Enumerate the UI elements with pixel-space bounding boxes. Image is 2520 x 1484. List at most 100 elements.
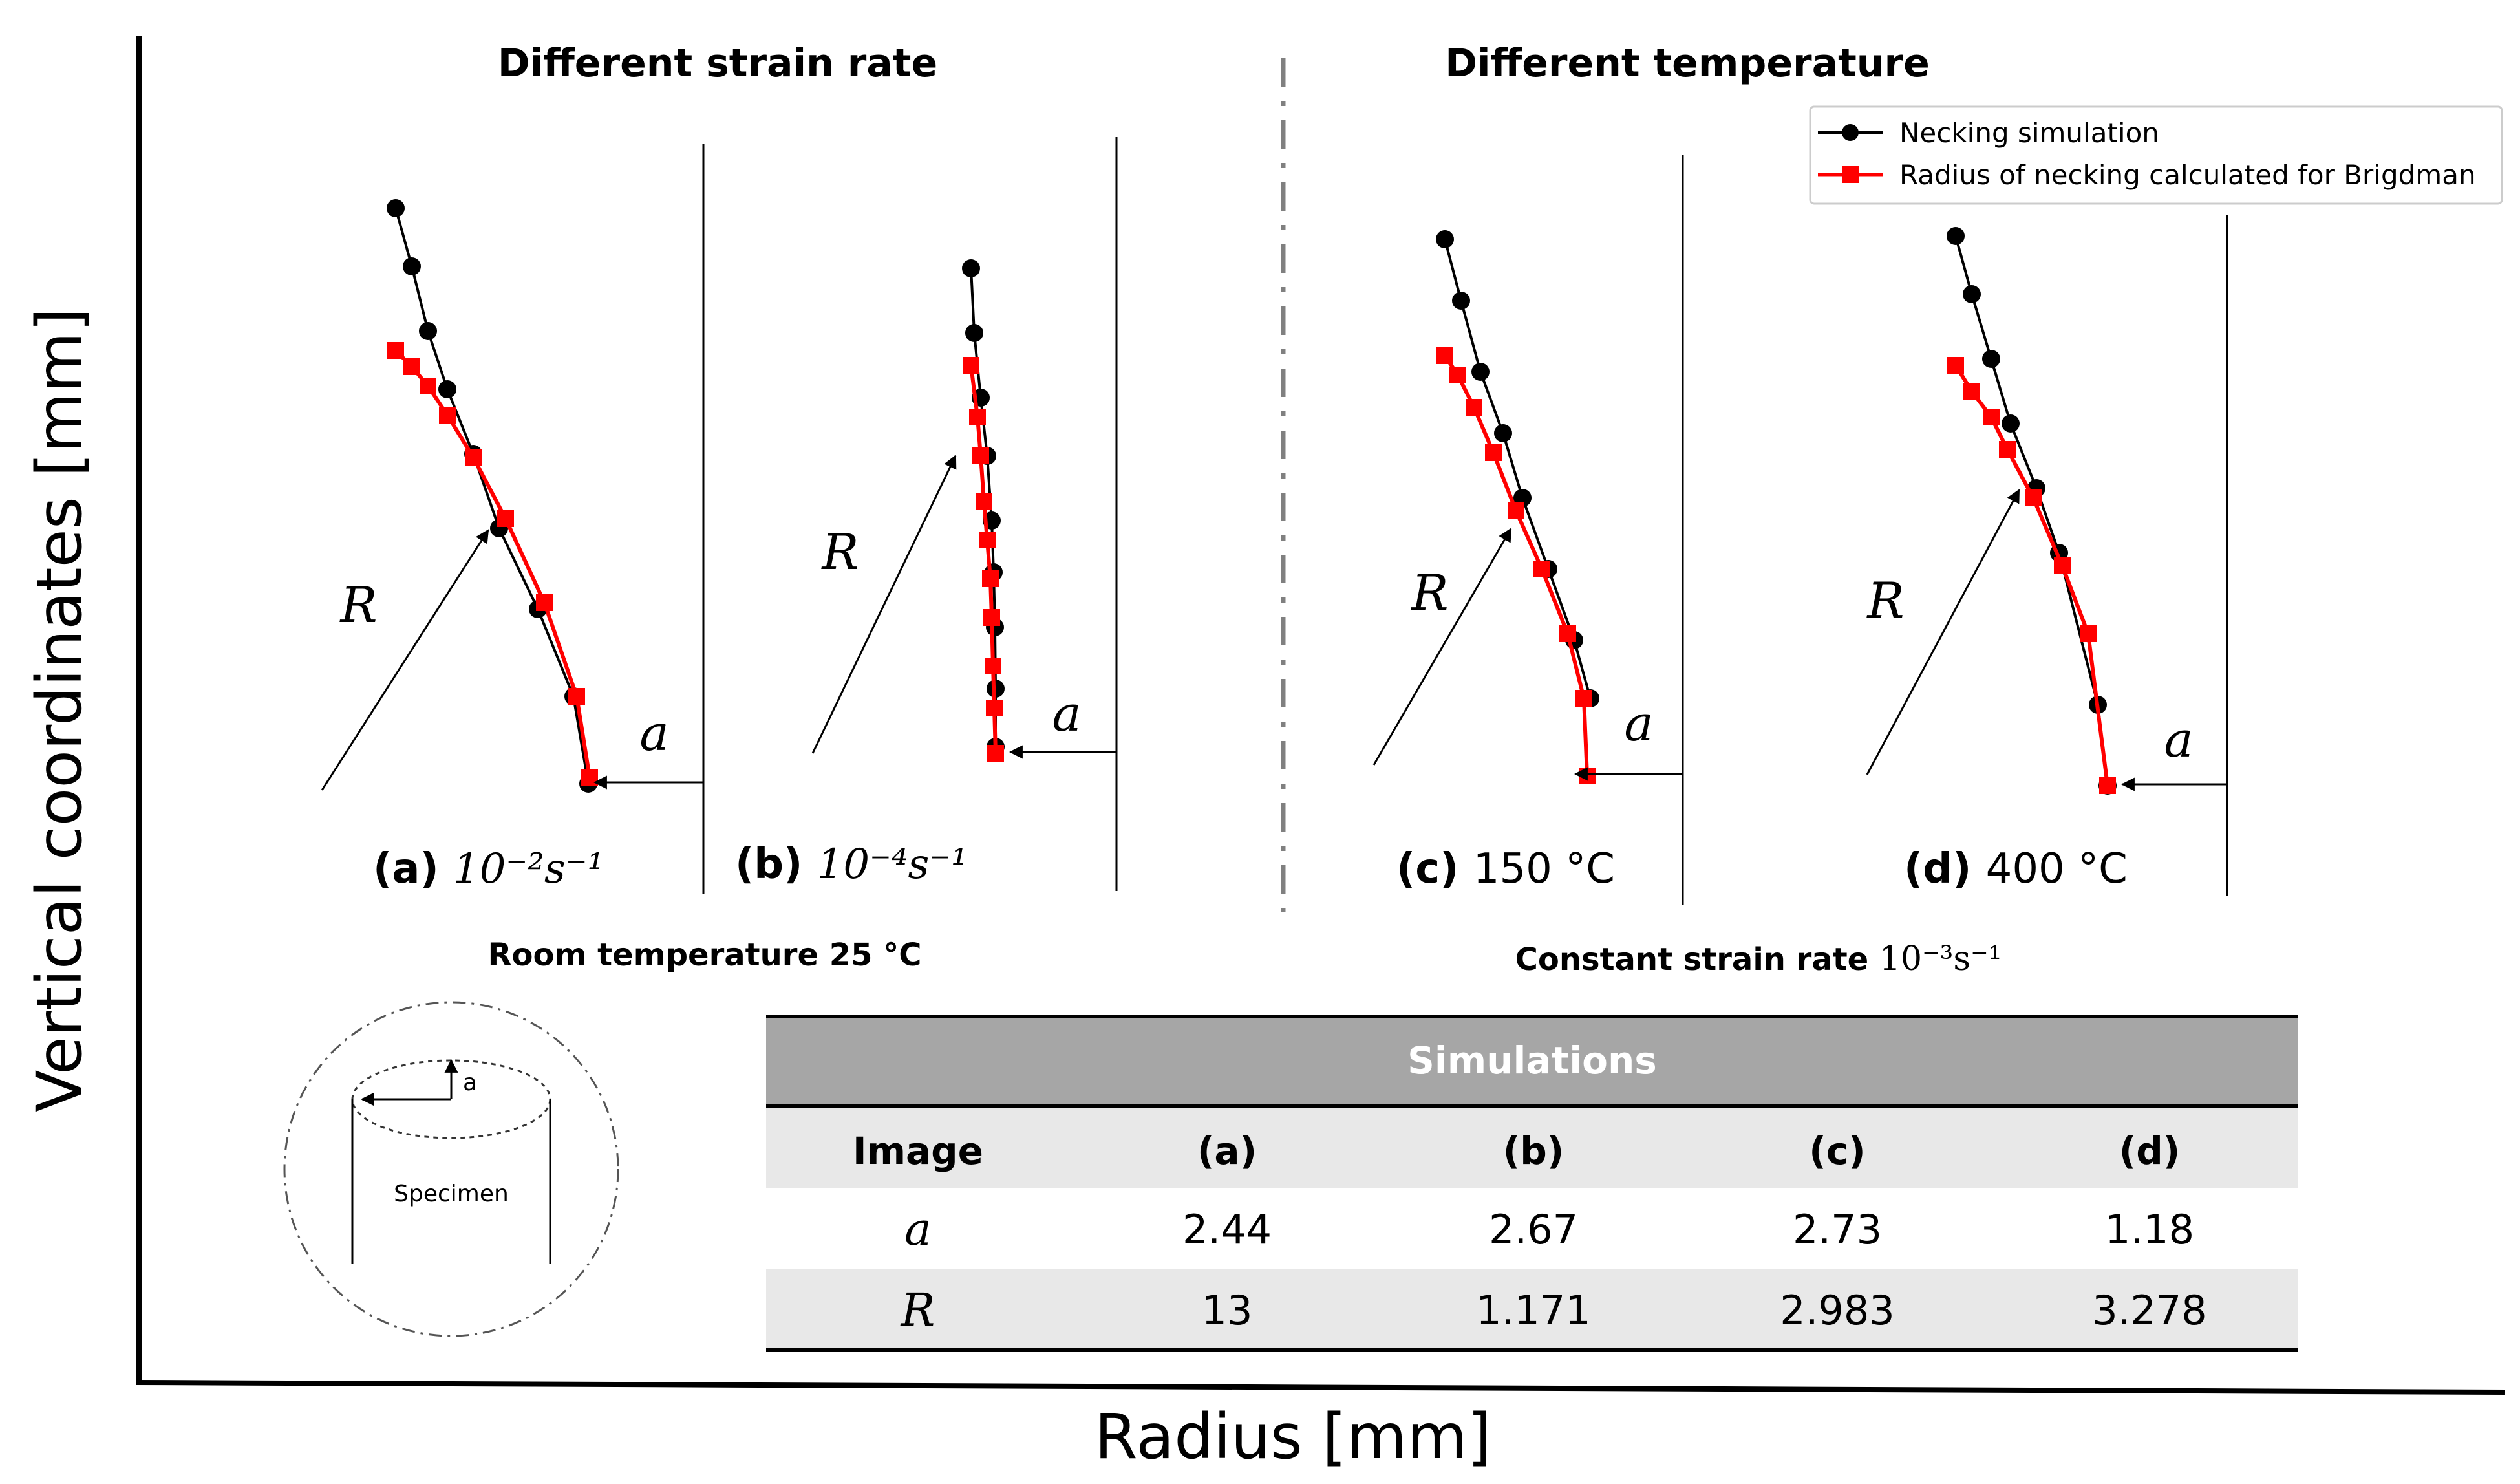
specimen-label: Specimen: [394, 1181, 509, 1207]
panel-a-bridgman-line: [394, 349, 592, 778]
table-row-r-label: R: [900, 1284, 935, 1337]
table-cell: 2.983: [1780, 1287, 1895, 1334]
x-axis-line: [136, 1380, 2506, 1395]
panel-b-bridgman-point: [987, 745, 1004, 762]
table-header-image: Image: [853, 1129, 983, 1173]
panel-d-bridgman-point: [2080, 625, 2097, 642]
legend-box: [1809, 105, 2503, 205]
panel-a-bridgman-point: [568, 688, 585, 705]
panel-b-bridgman-point: [972, 447, 989, 464]
left-condition: Room temperature 25 °C: [488, 937, 922, 973]
legend-black-label: Necking simulation: [1899, 117, 2159, 149]
panel-d-simulation-point: [2002, 414, 2020, 433]
panel-b-a-label: a: [1052, 685, 1081, 742]
panel-a-simulation-point: [438, 380, 456, 398]
panel-b-bridgman-point: [979, 532, 996, 548]
panel-d-bridgman-point: [1947, 357, 1964, 374]
panel-b-bridgman-point: [985, 658, 1001, 674]
panel-d-bridgman-point: [1999, 441, 2016, 458]
necking-curves: [387, 199, 2117, 795]
legend-red-marker: [1842, 166, 1859, 183]
panel-c-simulation-point: [1436, 230, 1454, 248]
panel-c-r-arrow: [1372, 528, 1512, 766]
table-header-b: (b): [1503, 1129, 1564, 1173]
table-row-r-bg: [766, 1269, 2298, 1350]
panel-d-bridgman-point: [2099, 777, 2116, 794]
panel-c-bridgman-point: [1449, 367, 1466, 383]
panel-a-r-label: R: [339, 576, 377, 634]
panel-b-bridgman-point: [986, 700, 1003, 716]
legend: Necking simulation Radius of necking cal…: [1809, 105, 2503, 205]
table-cell: 2.44: [1182, 1206, 1272, 1253]
panel-c-simulation-point: [1494, 424, 1512, 442]
panel-b-bridgman-point: [982, 570, 999, 587]
table-title: Simulations: [1407, 1038, 1657, 1082]
panel-d-bridgman-point: [2054, 557, 2071, 574]
specimen-a-label: a: [463, 1070, 477, 1096]
panel-a-simulation-point: [403, 257, 421, 275]
panel-a-bridgman-point: [387, 342, 404, 359]
table-cell: 1.171: [1476, 1287, 1591, 1334]
panel-b-r-label: R: [820, 523, 859, 581]
panel-b-caption: (b) 10⁻⁴s⁻¹: [735, 841, 968, 888]
panel-c-bridgman-point: [1466, 399, 1482, 416]
panel-d-bridgman-point: [2025, 489, 2042, 506]
panel-a-bridgman-point: [465, 449, 482, 466]
panel-c-a-label: a: [1624, 694, 1653, 752]
panel-c-bridgman-line: [1443, 354, 1589, 777]
table-cell: 13: [1202, 1287, 1253, 1334]
panel-c-r-label: R: [1410, 564, 1448, 621]
panel-b-bridgman-line: [969, 365, 998, 754]
x-axis-label: Radius [mm]: [1094, 1401, 1491, 1473]
y-axis-label: Vertical coordinates [mm]: [23, 308, 96, 1112]
panel-c-simulation-point: [1452, 292, 1470, 310]
table-header-d: (d): [2119, 1129, 2181, 1173]
panel-a-r-arrow: [321, 529, 489, 791]
results-table: Simulations Image (a) (b) (c) (d) a 2.44…: [766, 1015, 2298, 1352]
panel-d-simulation-line: [1954, 235, 2109, 786]
panel-c-bridgman-point: [1436, 347, 1453, 364]
panel-a-bridgman-point: [403, 358, 420, 375]
table-cell: 3.278: [2092, 1287, 2207, 1334]
panel-d-r-label: R: [1866, 572, 1904, 629]
legend-black-marker: [1842, 124, 1859, 141]
panel-c-simulation-point: [1471, 363, 1490, 381]
table-row-a-label: a: [904, 1203, 932, 1256]
table-title-bg: [766, 1016, 2298, 1106]
panel-a-a-label: a: [639, 704, 668, 762]
panel-a-bridgman-point: [497, 510, 514, 527]
panel-d-simulation-point: [1982, 350, 2000, 368]
panel-d-a-label: a: [2164, 711, 2193, 768]
panel-b-simulation-point: [962, 259, 980, 277]
panel-d-bridgman-line: [1954, 364, 2109, 786]
panel-c-caption: (c) 150 °C: [1396, 845, 1615, 893]
legend-red-label: Radius of necking calculated for Brigdma…: [1899, 159, 2476, 191]
table-cell: 2.73: [1793, 1206, 1882, 1253]
specimen-circle: [283, 1001, 619, 1337]
panel-d-bridgman-point: [1963, 383, 1980, 400]
panel-a-simulation-point: [387, 199, 405, 217]
panel-d-bridgman-point: [1983, 409, 2000, 425]
panel-b-simulation-point: [965, 324, 983, 342]
panel-d-simulation-point: [1963, 285, 1981, 303]
right-condition: Constant strain rate 10⁻³s⁻¹: [1515, 940, 2002, 978]
panel-c-bridgman-point: [1575, 690, 1592, 707]
panel-a-simulation-point: [419, 322, 437, 340]
panel-a-bridgman-point: [536, 594, 553, 611]
panel-a-bridgman-point: [420, 378, 436, 394]
panel-a-bridgman-point: [439, 407, 456, 424]
panel-a-caption: (a) 10⁻²s⁻¹: [373, 845, 604, 893]
left-group-title: Different strain rate: [498, 41, 937, 86]
table-cell: 2.67: [1489, 1206, 1578, 1253]
table-header-bg: [766, 1106, 2298, 1188]
panel-c-bridgman-point: [1485, 444, 1502, 461]
panel-b-r-arrow: [811, 455, 957, 754]
panel-b-bridgman-point: [969, 409, 986, 425]
table-cell: 1.18: [2105, 1206, 2194, 1253]
panel-d-simulation-point: [1947, 227, 1965, 245]
specimen-diagram: a Specimen: [283, 1001, 619, 1337]
panel-c-bridgman-point: [1559, 625, 1576, 642]
table-header-c: (c): [1809, 1129, 1865, 1173]
right-group-title: Different temperature: [1445, 41, 1930, 86]
